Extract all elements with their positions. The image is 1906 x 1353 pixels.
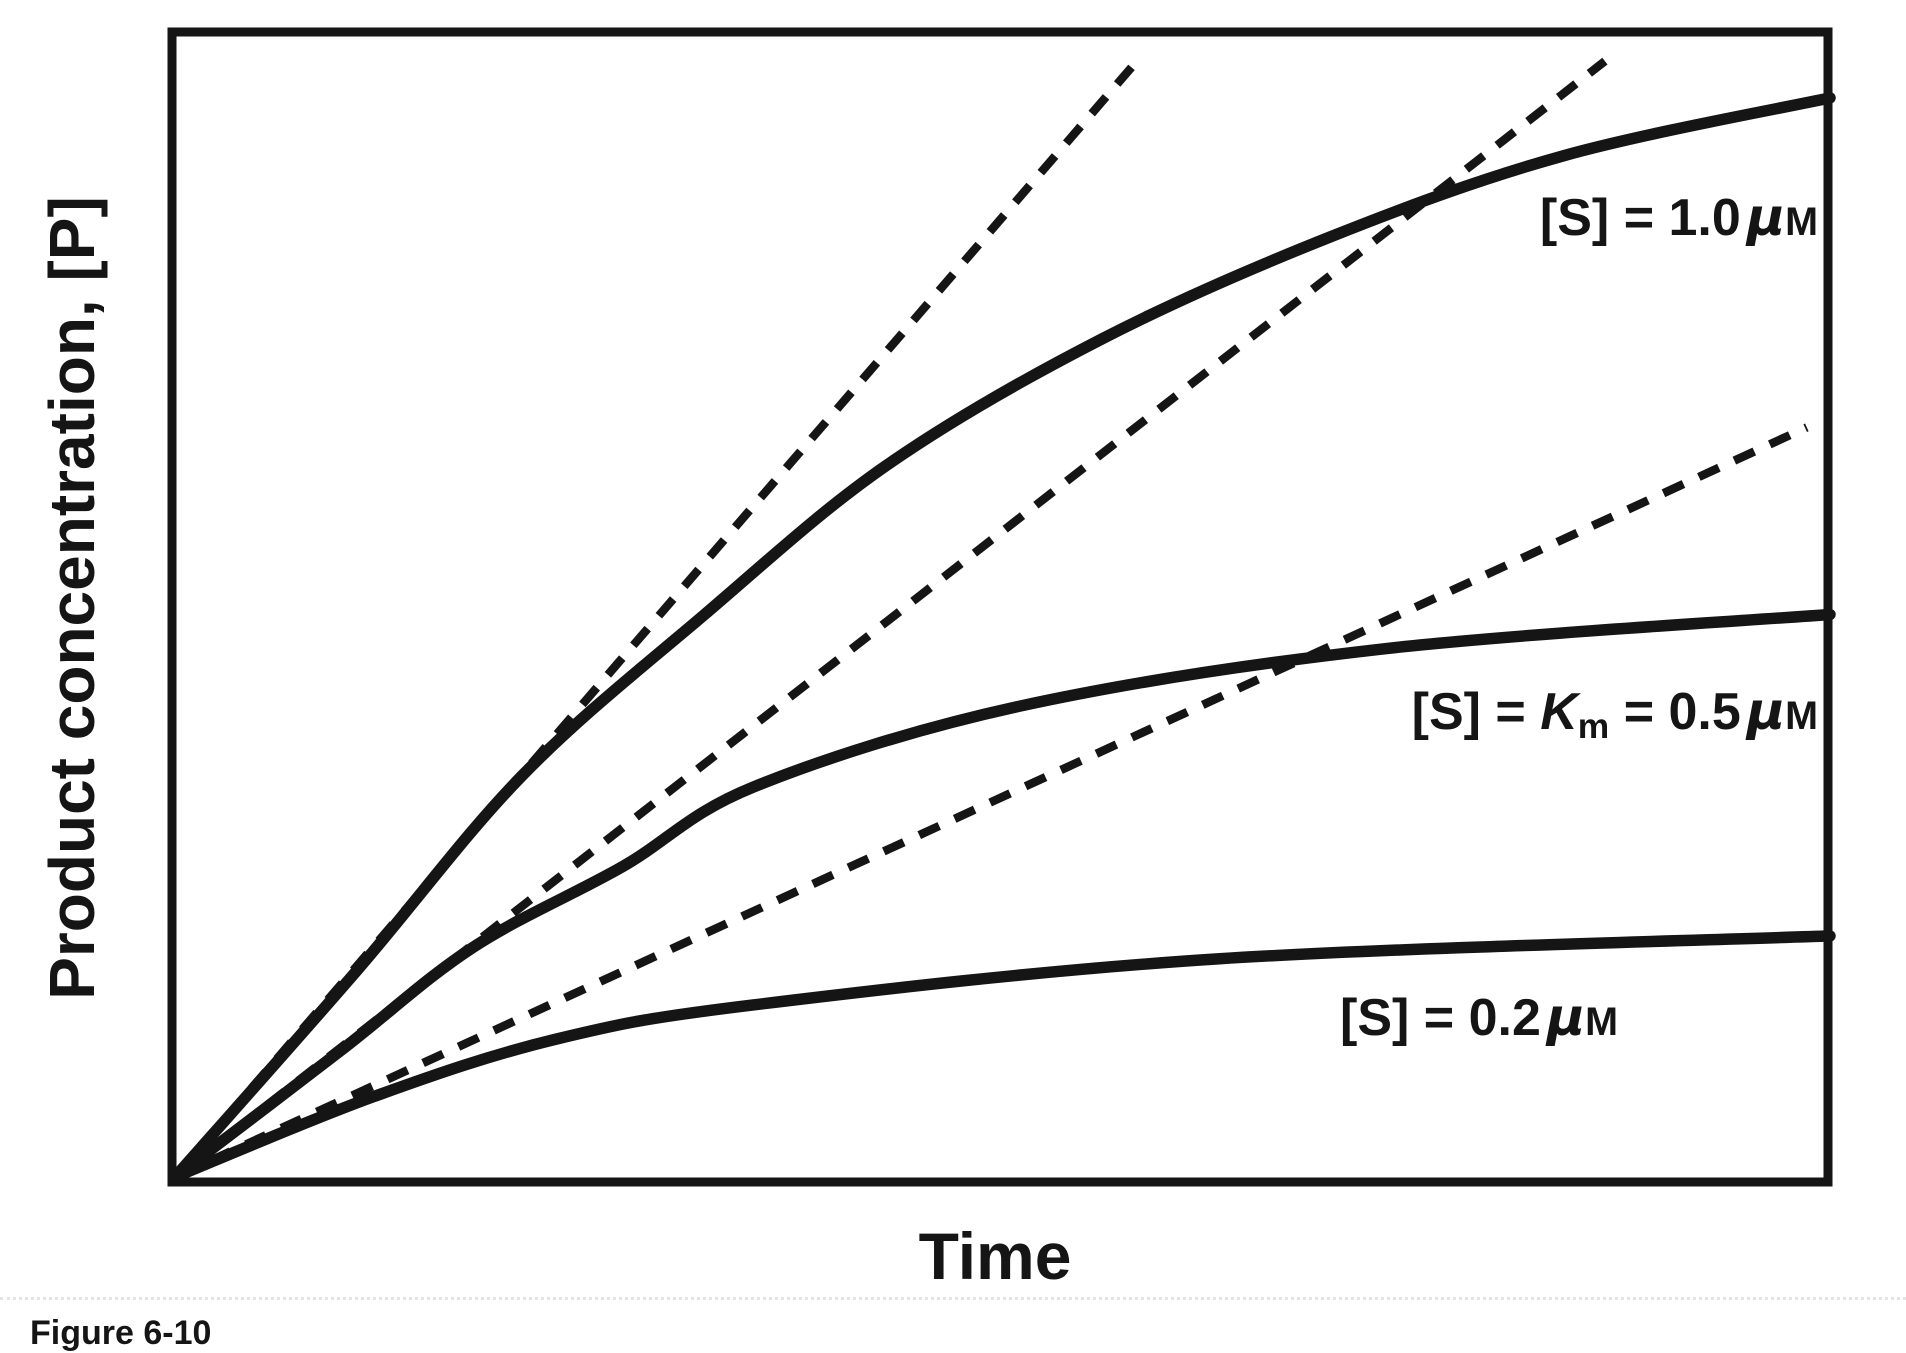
label-value: 0.2 <box>1468 989 1541 1047</box>
label-value: 1.0 <box>1668 189 1741 247</box>
label-bracket: [S] <box>1539 189 1610 247</box>
progress-curve-1 <box>169 92 1836 1183</box>
label-value: 0.5 <box>1668 683 1741 741</box>
mu-symbol: μ <box>1546 988 1586 1048</box>
km-symbol: K <box>1540 683 1578 741</box>
curve-label-s-0.5-km: [S] = Km = 0.5 μM <box>1412 682 1818 747</box>
curve-label-s-1.0: [S] = 1.0 μM <box>1540 188 1818 248</box>
page-separator-rule <box>0 1297 1906 1300</box>
axis-frame <box>167 27 1833 1187</box>
label-unit: M <box>1785 200 1818 244</box>
label-equals: = <box>1609 189 1669 247</box>
label-equals: = <box>1609 683 1669 741</box>
y-axis-label: Product concentration, [P] <box>36 196 108 1000</box>
progress-curve-3 <box>169 930 1836 1183</box>
x-axis-label: Time <box>918 1219 1072 1293</box>
mu-symbol: μ <box>1746 682 1786 742</box>
label-unit: M <box>1585 1000 1619 1044</box>
progress-curve-2 <box>169 608 1836 1183</box>
figure-caption: Figure 6-10 <box>30 1314 212 1352</box>
curve-label-s-0.2: [S] = 0.2 μM <box>1340 988 1618 1048</box>
km-subscript: m <box>1577 706 1610 746</box>
label-equals: = <box>1409 989 1469 1047</box>
mu-symbol: μ <box>1746 188 1786 248</box>
label-bracket: [S] <box>1340 989 1410 1047</box>
label-equals: = <box>1480 683 1541 741</box>
tangent-line-3 <box>173 423 1809 1181</box>
tangent-line-2 <box>172 57 1608 1181</box>
label-bracket: [S] <box>1411 683 1481 741</box>
label-unit: M <box>1785 694 1818 738</box>
